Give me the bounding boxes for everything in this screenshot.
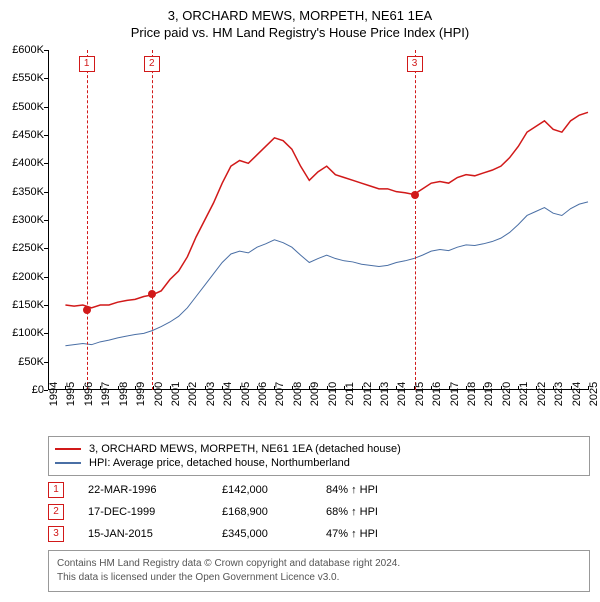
sale-date: 15-JAN-2015 (88, 528, 198, 540)
x-tick-label: 2013 (379, 382, 391, 406)
y-tick-label: £600K (0, 44, 44, 56)
x-tick-label: 2017 (449, 382, 461, 406)
sale-hpi: 47% ↑ HPI (326, 528, 416, 540)
sale-date: 22-MAR-1996 (88, 484, 198, 496)
x-tick-label: 2010 (327, 382, 339, 406)
x-tick-label: 2003 (205, 382, 217, 406)
x-tick-label: 2019 (483, 382, 495, 406)
x-tick-label: 2006 (257, 382, 269, 406)
sale-number-box: 3 (48, 526, 64, 542)
sale-point (411, 191, 419, 199)
y-tick-label: £150K (0, 299, 44, 311)
y-tick-label: £100K (0, 327, 44, 339)
x-tick-label: 2024 (571, 382, 583, 406)
chart-titles: 3, ORCHARD MEWS, MORPETH, NE61 1EA Price… (0, 0, 600, 40)
x-tick-label: 2011 (344, 382, 356, 406)
x-tick-label: 2007 (274, 382, 286, 406)
plot-area: £0£50K£100K£150K£200K£250K£300K£350K£400… (48, 50, 588, 390)
sale-price: £345,000 (222, 528, 302, 540)
x-tick-label: 1999 (135, 382, 147, 406)
footer-line: Contains HM Land Registry data © Crown c… (57, 557, 581, 571)
sale-price: £168,900 (222, 506, 302, 518)
x-tick-label: 2023 (553, 382, 565, 406)
sale-vline (87, 50, 88, 390)
y-tick-label: £250K (0, 242, 44, 254)
y-tick-label: £50K (0, 356, 44, 368)
x-tick-label: 1997 (100, 382, 112, 406)
x-tick-label: 2020 (501, 382, 513, 406)
title-address: 3, ORCHARD MEWS, MORPETH, NE61 1EA (0, 8, 600, 23)
sale-row: 1 22-MAR-1996 £142,000 84% ↑ HPI (48, 482, 590, 498)
y-tick-label: £200K (0, 271, 44, 283)
x-tick-label: 1998 (118, 382, 130, 406)
y-tick-label: £300K (0, 214, 44, 226)
footer-attribution: Contains HM Land Registry data © Crown c… (48, 550, 590, 592)
x-tick-label: 2008 (292, 382, 304, 406)
x-tick-label: 2016 (431, 382, 443, 406)
legend-row: 3, ORCHARD MEWS, MORPETH, NE61 1EA (deta… (55, 443, 583, 455)
x-tick-label: 2021 (518, 382, 530, 406)
x-tick-label: 1995 (65, 382, 77, 406)
series-line-red (65, 112, 588, 308)
sale-hpi: 68% ↑ HPI (326, 506, 416, 518)
x-tick-label: 2018 (466, 382, 478, 406)
x-tick-label: 2002 (187, 382, 199, 406)
x-tick-label: 2022 (536, 382, 548, 406)
sale-row: 3 15-JAN-2015 £345,000 47% ↑ HPI (48, 526, 590, 542)
sale-point (83, 306, 91, 314)
sale-date: 17-DEC-1999 (88, 506, 198, 518)
x-tick-label: 2000 (153, 382, 165, 406)
y-tick-label: £350K (0, 186, 44, 198)
sale-price: £142,000 (222, 484, 302, 496)
x-tick-label: 2014 (396, 382, 408, 406)
sales-list: 1 22-MAR-1996 £142,000 84% ↑ HPI 2 17-DEC-199… (48, 482, 590, 542)
legend-label: 3, ORCHARD MEWS, MORPETH, NE61 1EA (deta… (89, 443, 401, 455)
sale-point (148, 290, 156, 298)
x-tick-label: 2001 (170, 382, 182, 406)
sale-marker-box: 3 (407, 56, 423, 72)
x-tick-label: 2005 (240, 382, 252, 406)
sale-marker-box: 2 (144, 56, 160, 72)
x-tick-label: 2009 (309, 382, 321, 406)
y-tick-label: £450K (0, 129, 44, 141)
x-tick-label: 2025 (588, 382, 600, 406)
x-tick-label: 1994 (48, 382, 60, 406)
x-axis-ticks: 1994199519961997199819992000200120022003… (48, 390, 588, 430)
chart-container: 3, ORCHARD MEWS, MORPETH, NE61 1EA Price… (0, 0, 600, 592)
y-tick-label: £550K (0, 72, 44, 84)
legend: 3, ORCHARD MEWS, MORPETH, NE61 1EA (deta… (48, 436, 590, 476)
legend-row: HPI: Average price, detached house, Nort… (55, 457, 583, 469)
sale-hpi: 84% ↑ HPI (326, 484, 416, 496)
x-tick-label: 1996 (83, 382, 95, 406)
sale-vline (152, 50, 153, 390)
x-tick-label: 2012 (362, 382, 374, 406)
series-line-blue (65, 202, 588, 346)
sale-number-box: 2 (48, 504, 64, 520)
y-tick-label: £0 (0, 384, 44, 396)
x-tick-label: 2015 (414, 382, 426, 406)
legend-swatch-blue (55, 462, 81, 464)
sale-row: 2 17-DEC-1999 £168,900 68% ↑ HPI (48, 504, 590, 520)
x-tick-label: 2004 (222, 382, 234, 406)
sale-vline (415, 50, 416, 390)
sale-marker-box: 1 (79, 56, 95, 72)
title-subtitle: Price paid vs. HM Land Registry's House … (0, 25, 600, 40)
y-tick-label: £400K (0, 157, 44, 169)
sale-number-box: 1 (48, 482, 64, 498)
legend-label: HPI: Average price, detached house, Nort… (89, 457, 350, 469)
y-tick-label: £500K (0, 101, 44, 113)
legend-swatch-red (55, 448, 81, 450)
footer-line: This data is licensed under the Open Gov… (57, 571, 581, 585)
